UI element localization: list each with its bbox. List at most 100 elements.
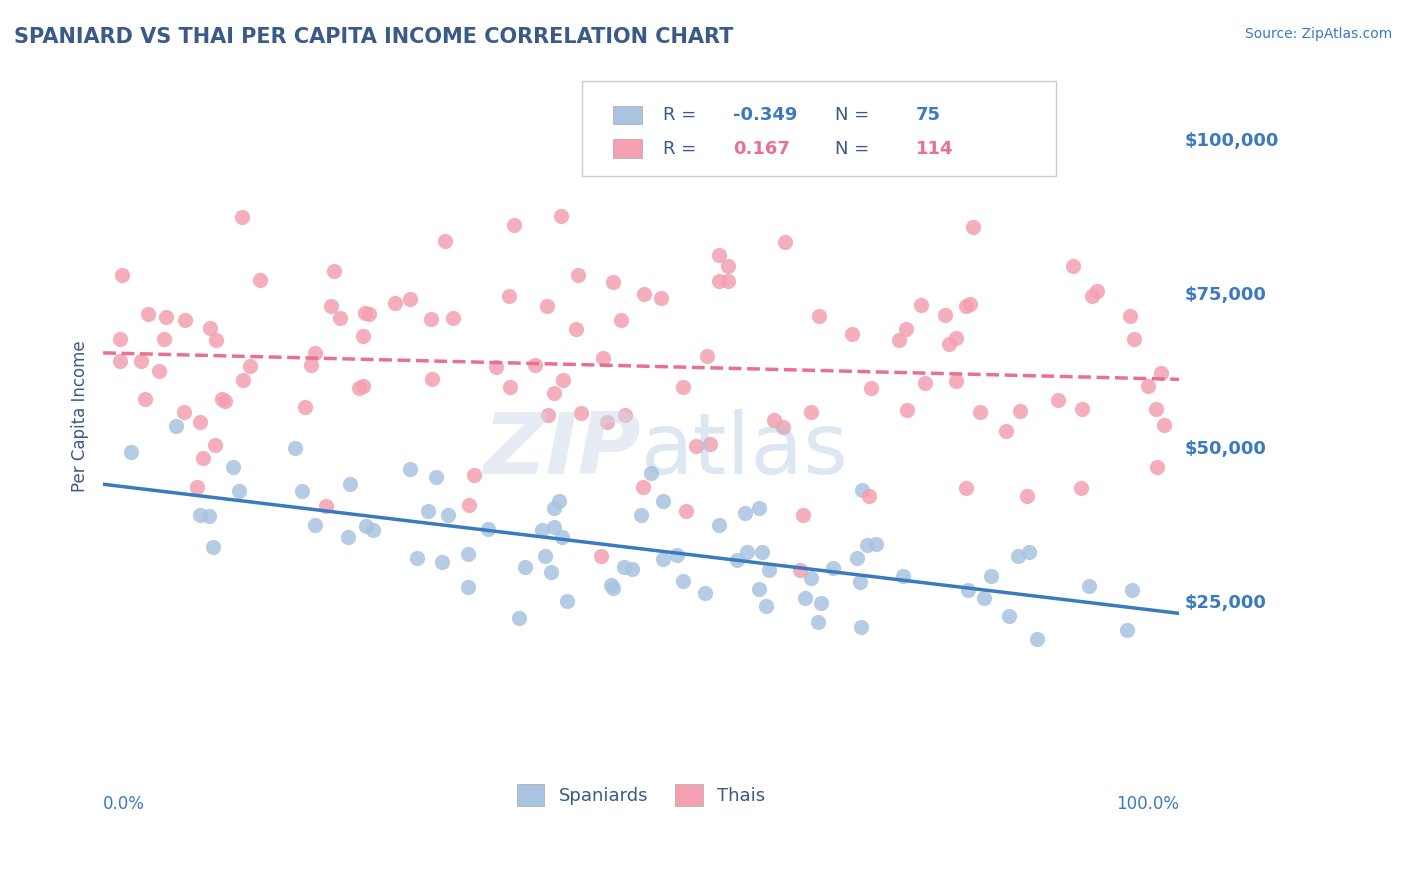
Point <box>1153 417 1175 432</box>
Point <box>1071 402 1094 417</box>
Point <box>214 393 236 408</box>
Point <box>602 275 624 289</box>
Point <box>707 248 730 262</box>
Point <box>536 299 558 313</box>
Point <box>111 268 134 282</box>
Point <box>630 508 652 522</box>
Legend: Spaniards, Thais: Spaniards, Thais <box>510 777 772 814</box>
Point <box>896 403 918 417</box>
Point <box>457 548 479 562</box>
Text: N =: N = <box>835 139 875 158</box>
Point <box>513 559 536 574</box>
Point <box>652 552 675 566</box>
Point <box>291 484 314 499</box>
Point <box>858 489 880 503</box>
Point <box>592 351 614 365</box>
Point <box>436 508 458 522</box>
Point <box>672 380 695 394</box>
Point <box>980 569 1002 583</box>
Point <box>347 381 370 395</box>
Point <box>524 358 547 372</box>
Point <box>709 518 731 533</box>
Point <box>758 563 780 577</box>
Point <box>188 415 211 429</box>
Text: 0.167: 0.167 <box>733 139 790 158</box>
FancyBboxPatch shape <box>613 139 643 158</box>
Point <box>551 530 574 544</box>
Point <box>865 537 887 551</box>
Point <box>748 582 770 596</box>
Point <box>148 364 170 378</box>
Point <box>717 274 740 288</box>
Point <box>120 445 142 459</box>
Point <box>910 298 932 312</box>
Point <box>856 537 879 551</box>
Point <box>998 609 1021 624</box>
Point <box>352 379 374 393</box>
Text: -0.349: -0.349 <box>733 105 797 124</box>
Point <box>537 408 560 422</box>
Point <box>773 235 796 250</box>
Point <box>1116 623 1139 637</box>
Point <box>155 310 177 325</box>
Point <box>548 494 571 508</box>
Point <box>1078 579 1101 593</box>
Point <box>129 354 152 368</box>
Point <box>136 307 159 321</box>
FancyBboxPatch shape <box>613 105 643 124</box>
Point <box>1070 481 1092 495</box>
Point <box>108 332 131 346</box>
Point <box>1081 289 1104 303</box>
Text: ZIP: ZIP <box>484 409 641 491</box>
Point <box>357 307 380 321</box>
Point <box>543 519 565 533</box>
Point <box>299 358 322 372</box>
Point <box>567 268 589 282</box>
Point <box>502 218 524 232</box>
Point <box>846 551 869 566</box>
Text: R =: R = <box>662 105 702 124</box>
Point <box>201 541 224 555</box>
Point <box>153 332 176 346</box>
Point <box>696 349 718 363</box>
Point <box>800 405 823 419</box>
Point <box>849 574 872 589</box>
Point <box>709 273 731 287</box>
Point <box>540 565 562 579</box>
Point <box>174 313 197 327</box>
Point <box>550 209 572 223</box>
Point <box>735 545 758 559</box>
Point <box>666 548 689 562</box>
Point <box>433 235 456 249</box>
Point <box>955 481 977 495</box>
Point <box>198 508 221 523</box>
Point <box>551 373 574 387</box>
Point <box>734 506 756 520</box>
Point <box>938 337 960 351</box>
Point <box>205 333 228 347</box>
Point <box>315 499 337 513</box>
Text: atlas: atlas <box>641 409 849 491</box>
Point <box>531 523 554 537</box>
Point <box>955 299 977 313</box>
Point <box>1144 401 1167 416</box>
Point <box>165 418 187 433</box>
Point <box>204 438 226 452</box>
Text: 75: 75 <box>915 105 941 124</box>
Point <box>463 467 485 482</box>
Point <box>650 291 672 305</box>
Point <box>807 309 830 323</box>
Point <box>994 424 1017 438</box>
Point <box>934 309 956 323</box>
Text: 0.0%: 0.0% <box>103 795 145 814</box>
Point <box>602 581 624 595</box>
Point <box>419 312 441 326</box>
Point <box>763 413 786 427</box>
Point <box>675 504 697 518</box>
Point <box>508 611 530 625</box>
Point <box>610 312 633 326</box>
Point <box>633 480 655 494</box>
Point <box>498 380 520 394</box>
Point <box>420 372 443 386</box>
Point <box>477 522 499 536</box>
